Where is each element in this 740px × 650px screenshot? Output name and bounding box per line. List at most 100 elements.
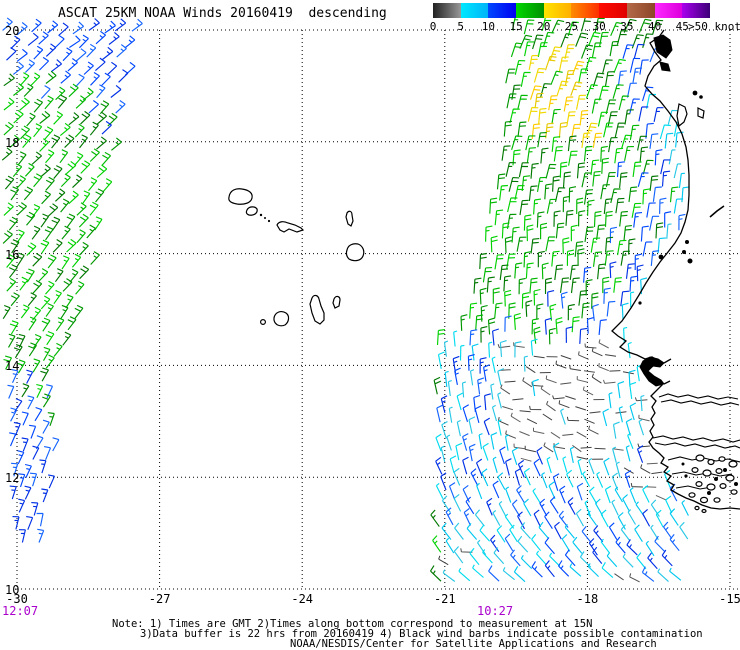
wind-barb <box>513 342 525 348</box>
wind-barb <box>579 327 588 344</box>
wind-barb <box>516 236 527 252</box>
wind-barb <box>505 68 516 84</box>
wind-barb <box>47 20 59 34</box>
wind-barb <box>19 72 30 86</box>
wind-barb <box>19 276 29 291</box>
wind-barb <box>86 224 96 239</box>
wind-barb <box>581 172 592 188</box>
wind-barb <box>534 92 544 109</box>
islet-outline <box>688 492 696 498</box>
wind-barb <box>456 392 464 411</box>
wind-barb <box>622 494 631 512</box>
wind-barb <box>31 502 39 516</box>
legend-tick-label: 45 <box>675 20 689 33</box>
wind-barb <box>545 163 557 179</box>
wind-barb <box>576 431 587 438</box>
wind-barb <box>31 18 42 33</box>
gambia-river-south <box>660 399 740 406</box>
wind-barb <box>45 70 57 84</box>
dakar-tick-2 <box>663 380 671 385</box>
wind-barb <box>482 267 493 283</box>
wind-barb <box>592 170 601 187</box>
wind-barb <box>604 210 613 227</box>
wind-barb <box>669 186 679 203</box>
wind-barb <box>533 288 541 306</box>
dakhla-lagoon-south <box>659 61 671 72</box>
wind-barb <box>32 279 43 294</box>
wind-barb <box>44 226 54 241</box>
islet <box>684 474 688 478</box>
wind-barb <box>638 414 650 422</box>
wind-barb <box>17 151 27 166</box>
wind-barb <box>588 458 595 475</box>
wind-barb <box>634 253 642 271</box>
wind-barb <box>520 71 531 87</box>
wind-barb <box>86 43 97 58</box>
wind-barb <box>661 549 673 567</box>
wind-barb <box>582 471 591 487</box>
wind-barb <box>673 163 682 179</box>
wind-barb <box>479 524 491 542</box>
wind-barb <box>90 72 100 86</box>
wind-barb <box>508 177 520 192</box>
wind-barb <box>589 411 601 414</box>
wind-barb <box>104 20 116 34</box>
wind-barb <box>499 340 507 357</box>
wind-speed-colorbar <box>433 3 711 18</box>
legend-tick-label: 30 <box>592 20 606 33</box>
wind-barb <box>3 202 14 216</box>
wind-barb <box>593 210 602 228</box>
wind-barb <box>494 209 504 226</box>
wind-barb <box>435 433 442 452</box>
wind-barb <box>556 80 569 96</box>
wind-barb <box>58 22 69 36</box>
wind-barb <box>517 511 526 530</box>
wind-barb <box>612 421 620 439</box>
wind-barb <box>469 369 475 386</box>
wind-barb <box>89 121 99 136</box>
wind-barb <box>521 292 530 309</box>
wind-barb <box>523 355 528 372</box>
wind-barb <box>43 346 51 361</box>
wind-barb <box>50 59 62 73</box>
wind-barb <box>560 355 572 360</box>
wind-barb <box>504 434 510 451</box>
wind-barb <box>38 268 49 282</box>
wind-barb <box>562 195 571 213</box>
wind-barb <box>591 42 602 58</box>
wind-barb <box>74 151 84 166</box>
wind-barb <box>60 173 71 188</box>
wind-barb <box>627 341 632 359</box>
wind-barb <box>510 412 521 423</box>
wind-barb <box>620 290 630 307</box>
wind-barb <box>550 70 563 85</box>
wind-barb <box>24 463 32 478</box>
wind-barb <box>588 486 598 505</box>
wind-barb <box>652 19 664 35</box>
wind-barb <box>564 44 575 60</box>
wind-barb <box>499 369 511 371</box>
wind-barb <box>623 467 634 474</box>
wind-barb <box>459 344 465 361</box>
wind-barb <box>101 120 112 135</box>
wind-barb <box>530 238 540 254</box>
wind-barb <box>502 567 515 581</box>
wind-barb <box>604 485 612 504</box>
wind-barb <box>650 250 660 266</box>
wind-barb <box>474 405 482 424</box>
wind-barb <box>624 146 634 162</box>
wind-barb <box>39 138 50 152</box>
wind-barb <box>455 442 463 461</box>
wind-barb <box>483 364 490 382</box>
wind-barb <box>443 340 449 357</box>
islet-outline <box>694 505 700 511</box>
wind-barb <box>542 413 553 421</box>
wind-barb <box>458 567 471 582</box>
wind-barb <box>74 304 84 319</box>
wind-barb <box>68 190 79 205</box>
wind-barb <box>638 106 649 122</box>
wind-barb <box>500 384 511 395</box>
islet-outline <box>695 481 703 488</box>
wind-barb <box>22 134 32 148</box>
senegal-river-sliver <box>709 205 725 218</box>
